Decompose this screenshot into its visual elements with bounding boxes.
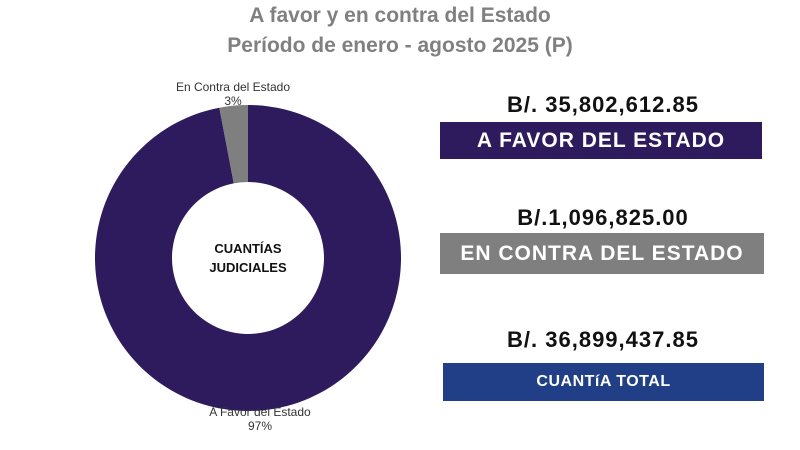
center-label-line1: CUANTÍAS — [214, 241, 282, 256]
total-label-box: CUANTíA TOTAL — [443, 363, 764, 401]
contra-amount: B/.1,096,825.00 — [517, 205, 689, 230]
slice-label-favor-name: A Favor del Estado — [209, 405, 311, 419]
slice-label-contra-name: En Contra del Estado — [175, 80, 291, 94]
slice-favor — [95, 105, 401, 411]
chart-subtitle: Período de enero - agosto 2025 (P) — [227, 34, 573, 57]
favor-amount: B/. 35,802,612.85 — [507, 92, 699, 117]
favor-label-box: A FAVOR DEL ESTADO — [440, 122, 762, 159]
slice-contra — [219, 105, 248, 184]
slice-label-contra: En Contra del Estado 3% — [158, 80, 308, 108]
slice-label-contra-value: 3% — [224, 94, 242, 108]
donut-chart — [95, 105, 401, 411]
center-label-line2: JUDICIALES — [209, 260, 287, 275]
chart-title: A favor y en contra del Estado — [249, 4, 551, 27]
slice-label-favor: A Favor del Estado 97% — [185, 405, 335, 433]
total-amount: B/. 36,899,437.85 — [507, 327, 699, 352]
contra-label-box: EN CONTRA DEL ESTADO — [440, 233, 764, 274]
slice-label-favor-value: 97% — [247, 419, 273, 433]
donut-center-label: CUANTÍAS JUDICIALES — [178, 239, 318, 277]
